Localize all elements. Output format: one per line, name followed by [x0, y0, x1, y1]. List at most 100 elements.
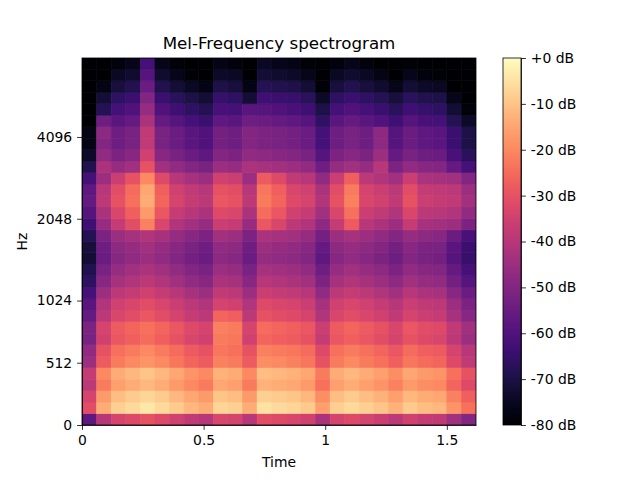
- cell: [140, 379, 155, 390]
- cell: [388, 414, 403, 425]
- cell: [155, 150, 170, 161]
- cell: [140, 127, 155, 138]
- cell: [461, 230, 476, 241]
- cell: [461, 58, 476, 69]
- cell: [315, 253, 330, 264]
- tick: +0 dB: [521, 50, 574, 66]
- cell: [213, 333, 228, 345]
- cell: [155, 253, 170, 264]
- cell: [257, 379, 272, 390]
- cell: [184, 322, 199, 333]
- cell: [301, 115, 316, 126]
- cell: [199, 253, 214, 264]
- cell: [170, 356, 185, 367]
- cell: [82, 287, 97, 299]
- cell: [140, 241, 155, 252]
- cell: [374, 92, 389, 103]
- cell: [257, 310, 272, 321]
- cell: [345, 69, 360, 81]
- cell: [330, 402, 345, 414]
- cell: [418, 115, 433, 126]
- cell: [418, 310, 433, 321]
- tick-label: -40 dB: [531, 233, 576, 249]
- cell: [243, 218, 258, 229]
- cell: [155, 196, 170, 207]
- cell: [111, 150, 126, 161]
- cell: [199, 150, 214, 161]
- tick-label: -60 dB: [531, 325, 576, 341]
- cell: [199, 230, 214, 241]
- cell: [243, 241, 258, 252]
- cell: [461, 207, 476, 218]
- cell: [301, 345, 316, 356]
- cell: [447, 322, 462, 333]
- cell: [286, 379, 301, 390]
- cell: [155, 264, 170, 275]
- cell: [330, 333, 345, 345]
- cell: [199, 115, 214, 126]
- cell: [199, 127, 214, 138]
- cell: [403, 414, 418, 425]
- x-axis: 00.511.5: [78, 425, 476, 448]
- cell: [140, 322, 155, 333]
- cell: [272, 356, 287, 367]
- cell: [330, 173, 345, 184]
- cell: [199, 138, 214, 149]
- cell: [403, 150, 418, 161]
- cell: [301, 196, 316, 207]
- cell: [374, 161, 389, 172]
- cell: [228, 391, 243, 402]
- cell: [140, 150, 155, 161]
- cell: [111, 127, 126, 138]
- cell: [170, 333, 185, 345]
- cell: [272, 230, 287, 241]
- cell: [199, 368, 214, 380]
- cell: [315, 138, 330, 149]
- cell: [315, 391, 330, 402]
- cell: [111, 345, 126, 356]
- cell: [461, 104, 476, 115]
- cell: [272, 69, 287, 81]
- cell: [170, 310, 185, 321]
- cell: [345, 218, 360, 229]
- cell: [140, 333, 155, 345]
- cell: [432, 173, 447, 184]
- cell: [330, 218, 345, 229]
- cell: [330, 138, 345, 149]
- tick-label: 1024: [37, 292, 73, 308]
- cell: [374, 184, 389, 195]
- cell: [330, 391, 345, 402]
- cell: [403, 115, 418, 126]
- cell: [140, 58, 155, 69]
- cell: [432, 92, 447, 103]
- cell: [170, 322, 185, 333]
- cell: [330, 104, 345, 115]
- cell: [97, 58, 112, 69]
- cell: [345, 345, 360, 356]
- cell: [140, 264, 155, 275]
- cell: [403, 356, 418, 367]
- cell: [257, 92, 272, 103]
- cell: [140, 218, 155, 229]
- cell: [111, 310, 126, 321]
- cell: [403, 379, 418, 390]
- cell: [82, 218, 97, 229]
- cell: [170, 414, 185, 425]
- tick-mark: [325, 425, 326, 430]
- cell: [447, 173, 462, 184]
- cell: [388, 218, 403, 229]
- cell: [243, 379, 258, 390]
- cell: [170, 253, 185, 264]
- cell: [257, 69, 272, 81]
- cell: [447, 115, 462, 126]
- cell: [243, 92, 258, 103]
- cell: [170, 173, 185, 184]
- cell: [82, 264, 97, 275]
- cell: [315, 115, 330, 126]
- cell: [155, 322, 170, 333]
- cell: [111, 115, 126, 126]
- cell: [243, 310, 258, 321]
- cell: [140, 207, 155, 218]
- cell: [374, 253, 389, 264]
- cell: [184, 196, 199, 207]
